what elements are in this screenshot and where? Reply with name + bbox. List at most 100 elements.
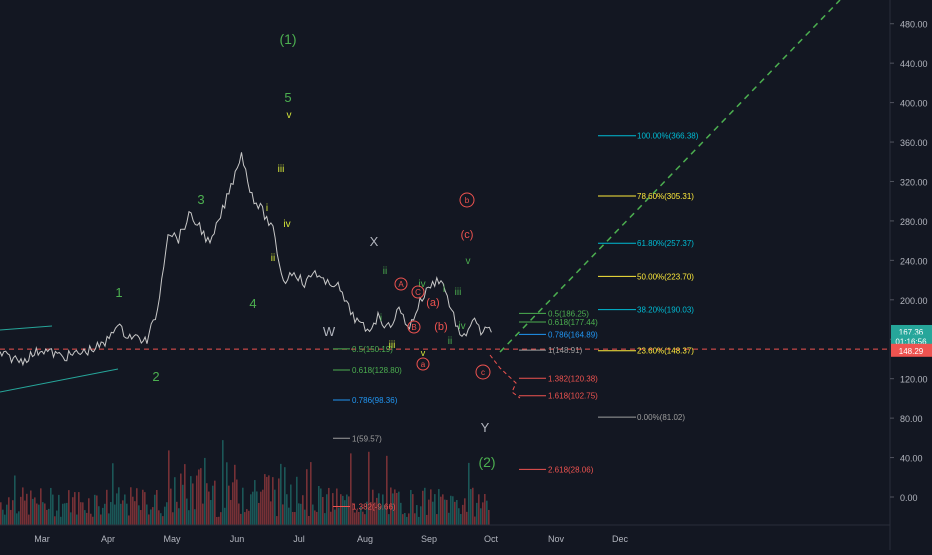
volume-bar <box>284 467 286 525</box>
volume-bar <box>298 503 300 525</box>
volume-bar <box>308 516 310 525</box>
x-tick-label: Nov <box>548 534 565 544</box>
volume-bar <box>442 494 444 525</box>
volume-bar <box>358 511 360 525</box>
volume-bar <box>26 493 28 525</box>
volume-bar <box>386 455 388 525</box>
fib-label: 50.00%(223.70) <box>637 272 694 281</box>
volume-bar <box>282 504 284 525</box>
wave-label: (c) <box>461 229 474 241</box>
fib-label: 61.80%(257.37) <box>637 239 694 248</box>
volume-bar <box>384 505 386 525</box>
volume-bar <box>6 504 8 525</box>
price-series <box>0 152 492 367</box>
volume-bar <box>78 492 80 525</box>
volume-bar <box>246 509 248 525</box>
volume-bar <box>230 499 232 525</box>
volume-bar <box>40 488 42 525</box>
volume-bar <box>328 487 330 525</box>
volume-bar <box>430 489 432 525</box>
y-tick-label: 200.00 <box>900 296 928 306</box>
wave-label: ii <box>448 336 452 347</box>
volume-bar <box>214 480 216 525</box>
volume-bar <box>300 503 302 525</box>
volume-bar <box>152 507 154 525</box>
volume-bar <box>34 497 36 525</box>
wave-label: 2 <box>152 369 159 384</box>
volume-bar <box>172 512 174 525</box>
volume-bar <box>116 493 118 525</box>
volume-bar <box>162 516 164 525</box>
volume-bar <box>280 463 282 525</box>
volume-bar <box>412 494 414 525</box>
volume-bar <box>312 504 314 525</box>
wave-label: i <box>380 313 382 324</box>
volume-bar <box>14 475 16 525</box>
volume-bar <box>418 516 420 525</box>
volume-bar <box>392 493 394 525</box>
volume-bar <box>436 514 438 525</box>
circled-label-text: B <box>411 323 416 332</box>
price-tag-text: 01:16:56 <box>895 337 927 346</box>
x-tick-label: Jun <box>230 534 245 544</box>
volume-bar <box>306 469 308 525</box>
volume-bar <box>396 493 398 525</box>
y-tick-label: 120.00 <box>900 375 928 385</box>
y-tick-label: 80.00 <box>900 414 923 424</box>
volume-bar <box>124 494 126 525</box>
volume-bar <box>478 494 480 525</box>
volume-bar <box>8 497 10 525</box>
volume-bar <box>50 487 52 525</box>
volume-bar <box>278 478 280 525</box>
volume-bar <box>88 498 90 525</box>
volume-bar <box>266 476 268 525</box>
volume-bar <box>122 500 124 525</box>
volume-bar <box>488 509 490 525</box>
volume-bar <box>454 501 456 525</box>
ext-label: 0.786(164.89) <box>548 330 598 339</box>
ext-label: 1(148.91) <box>548 346 583 355</box>
volume-bar <box>260 491 262 525</box>
volume-bar <box>44 503 46 525</box>
volume-bar <box>428 499 430 525</box>
volume-bar <box>354 512 356 525</box>
volume-bar <box>410 489 412 525</box>
volume-bar <box>304 509 306 525</box>
volume-bar <box>370 501 372 525</box>
volume-bar <box>426 514 428 525</box>
volume-bar <box>376 497 378 525</box>
volume-bar <box>350 453 352 525</box>
volume-bar <box>296 476 298 525</box>
volume-bar <box>256 491 258 525</box>
volume-bar <box>466 511 468 525</box>
y-tick-label: 480.00 <box>900 20 928 30</box>
volume-bar <box>118 487 120 525</box>
projection-down-path <box>489 354 521 399</box>
volume-bar <box>378 493 380 525</box>
volume-bar <box>92 516 94 525</box>
volume-bar <box>310 462 312 525</box>
ext-label: 0.618(177.44) <box>548 318 598 327</box>
volume-bar <box>60 516 62 525</box>
wave-label: i <box>443 284 445 295</box>
circled-label-ring <box>394 277 408 291</box>
volume-bar <box>164 506 166 525</box>
volume-bar <box>314 510 316 525</box>
volume-bar <box>52 494 54 525</box>
volume-bar <box>222 440 224 525</box>
volume-bar <box>84 510 86 525</box>
volume-bar <box>422 490 424 525</box>
volume-bar <box>130 487 132 525</box>
volume-bar <box>240 513 242 525</box>
volume-bar <box>432 501 434 525</box>
circled-label-text: c <box>481 368 485 377</box>
circled-label-text: a <box>421 360 426 369</box>
volume-bar <box>46 509 48 525</box>
volume-bar <box>104 503 106 525</box>
volume-bar <box>258 502 260 525</box>
volume-bar <box>72 497 74 525</box>
volume-bar <box>322 497 324 525</box>
volume-bar <box>140 510 142 525</box>
